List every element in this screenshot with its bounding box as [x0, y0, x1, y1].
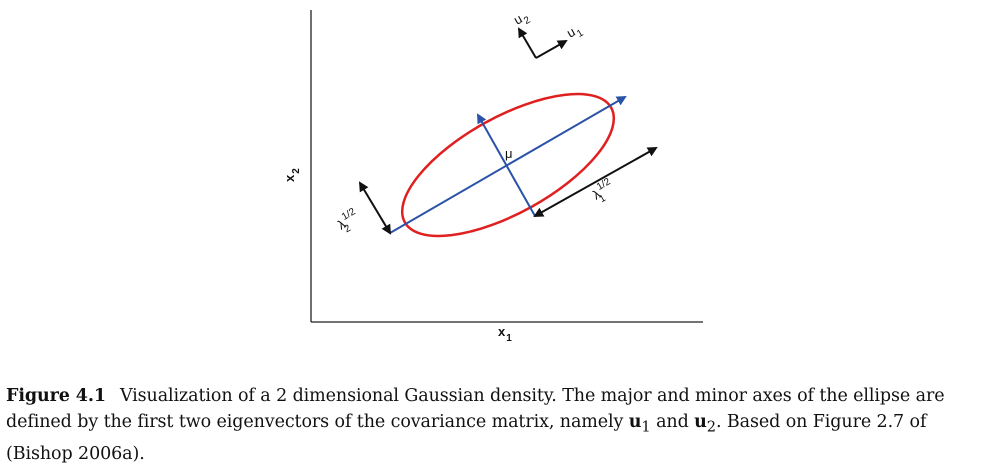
- y-axis-label: x2: [282, 168, 302, 182]
- caption-u2-sub: 2: [706, 418, 716, 436]
- lambda1-label: λ1/21: [589, 176, 619, 207]
- caption-and: and: [650, 412, 695, 432]
- caption-text-part2: . Based on Figure 2.7 of (Bishop 2006a).: [6, 412, 927, 464]
- u2-label: u2: [511, 7, 533, 31]
- lambda2-arrow: [358, 181, 392, 235]
- u1-arrow: [535, 40, 568, 59]
- caption-figure-label: Figure 4.1: [6, 386, 106, 406]
- caption-u1: u: [628, 412, 642, 432]
- mu-label: μ: [505, 146, 513, 161]
- gaussian-figure: x1 x2 μ u2 u1 λ1/21 λ1/22: [282, 7, 703, 344]
- caption-u2: u: [694, 412, 707, 432]
- u2-arrow: [517, 27, 537, 59]
- figure-caption: Figure 4.1 Visualization of a 2 dimension…: [6, 383, 981, 467]
- u1-label: u1: [564, 20, 586, 44]
- lambda2-label: λ1/22: [334, 206, 364, 237]
- major-axis-arrow: [389, 95, 627, 234]
- caption-text-part1: Visualization of a 2 dimensional Gaussia…: [6, 386, 945, 432]
- minor-axis-arrow: [477, 113, 536, 217]
- lambda1-arrow: [533, 147, 658, 217]
- x-axis-label: x1: [498, 324, 512, 344]
- caption-u1-sub: 1: [641, 418, 651, 436]
